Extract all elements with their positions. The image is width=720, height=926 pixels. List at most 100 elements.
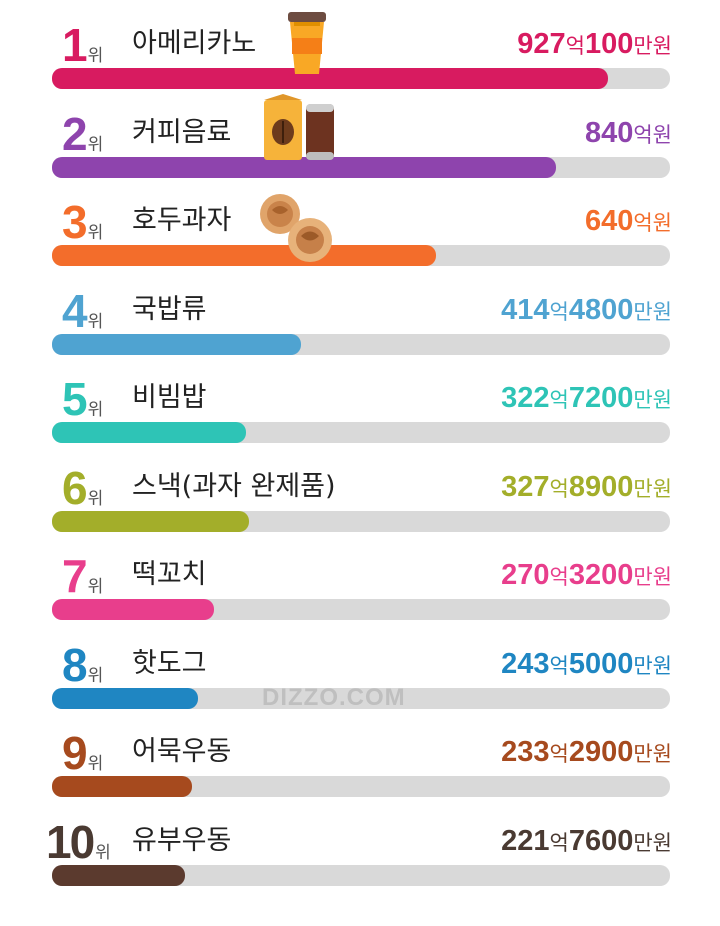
category-label: 아메리카노 [132,28,257,59]
value-man: 7200 [568,382,634,414]
unit-eok: 억 [549,831,569,855]
unit-man: 만 [633,35,653,58]
unit-eok: 억 [549,477,569,501]
category-label: 국밥류 [132,293,207,325]
unit-eok: 억 [549,389,569,412]
value-man: 5000 [568,647,634,680]
rank-number: 10 [46,815,95,868]
bar-track [52,510,670,532]
rank-number: 1 [62,19,88,71]
bar [52,687,198,709]
unit-won: 원 [652,300,672,324]
rank-number: 4 [62,284,88,337]
value-eok: 322 [501,382,550,414]
bar [52,422,246,443]
bar [52,776,192,797]
value-eok: 640 [584,205,634,237]
unit-won: 원 [652,831,672,855]
value-man: 7600 [568,824,634,857]
value-label: 243억5000만원 [501,647,672,680]
unit-eok: 억 [549,654,569,678]
rank-suffix: 위 [87,400,104,419]
value-eok: 270 [501,559,550,591]
value-label: 270억3200만원 [501,561,672,590]
coffee-cup-icon [288,12,326,74]
unit-man: 만 [633,566,653,589]
bar-track [52,68,670,89]
rank-number: 6 [62,461,88,514]
value-label: 327억8900만원 [501,470,672,503]
bar-track [52,864,670,886]
rank-suffix: 위 [87,223,104,242]
value-man: 2900 [568,736,634,768]
rank-number: 5 [62,373,88,425]
bar [52,68,608,89]
unit-man: 만 [633,389,653,412]
rank-suffix: 위 [87,46,104,65]
unit-man: 만 [633,743,653,766]
value-label: 233억2900만원 [501,738,672,767]
unit-eok: 억 [565,35,585,58]
unit-won: 원 [652,743,672,766]
value-eok: 233 [501,736,550,768]
unit-won: 원 [652,35,672,58]
rank-label: 10 위 [46,819,111,865]
category-label: 핫도그 [132,647,207,679]
unit-won: 원 [652,477,672,501]
category-label: 비빔밥 [132,382,207,413]
bar-track [52,599,670,620]
value-label: 414억4800만원 [501,293,672,326]
unit-won: 원 [652,566,672,589]
unit-eok: 억 [633,123,653,147]
unit-won: 원 [652,389,672,412]
value-label: 221억7600만원 [501,824,672,857]
value-label: 640억원 [585,207,672,236]
unit-eok: 억 [549,300,569,324]
rank-suffix: 위 [87,577,104,596]
unit-man: 만 [633,831,653,855]
value-eok: 414 [501,293,550,326]
rank-suffix: 위 [87,488,104,508]
bar-track [52,776,670,797]
category-label: 호두과자 [132,205,232,236]
walnut-cakes-icon [260,194,332,262]
bar-track [52,422,670,443]
value-man: 3200 [568,559,634,591]
watermark: DIZZO.COM [262,684,406,711]
rank-suffix: 위 [87,134,104,154]
value-label: 840억원 [585,118,672,148]
unit-man: 만 [633,477,653,501]
value-eok: 927 [517,28,566,60]
value-man: 100 [584,28,634,60]
unit-won: 원 [652,123,672,147]
bar [52,245,436,266]
unit-won: 원 [652,654,672,678]
rank-suffix: 위 [87,665,104,685]
unit-man: 만 [633,300,653,324]
unit-won: 원 [652,212,672,235]
rank-suffix: 위 [87,754,104,773]
rank-number: 3 [62,196,88,248]
bar-track [52,333,670,355]
coffee-drinks-icon [264,94,334,160]
bar [52,510,249,532]
value-eok: 221 [501,824,550,857]
category-label: 떡꼬치 [132,559,207,590]
rank-number: 9 [62,727,88,779]
unit-eok: 억 [549,743,569,766]
rank-suffix: 위 [87,311,104,331]
category-label: 스낵(과자 완제품) [132,470,336,502]
unit-eok: 억 [549,566,569,589]
category-label: 어묵우동 [132,736,232,767]
value-eok: 243 [501,647,550,680]
rank-number: 2 [62,107,88,160]
value-eok: 327 [501,470,550,503]
bar [52,599,214,620]
